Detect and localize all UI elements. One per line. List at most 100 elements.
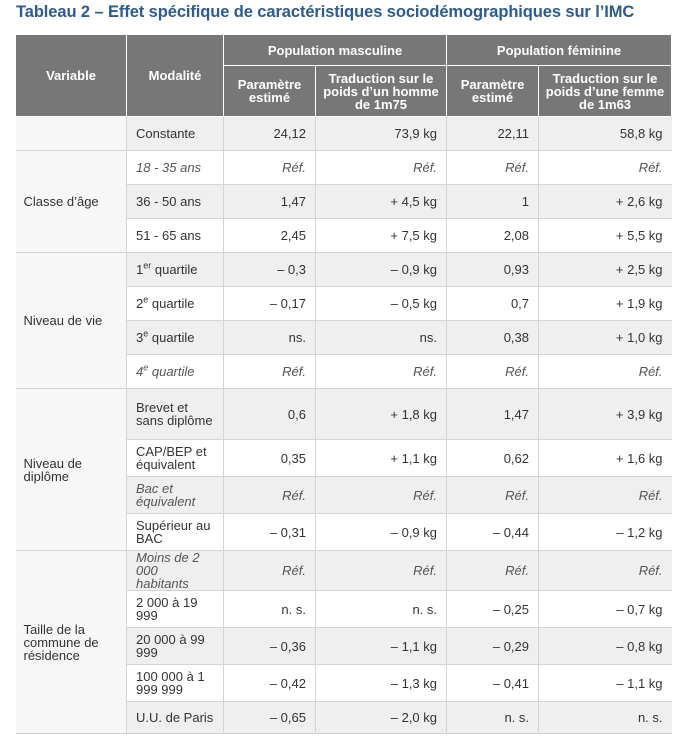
modalite-cell: 4e quartile: [126, 354, 224, 389]
value-cell-m1: 1,47: [223, 184, 316, 219]
modalite-cell: 20 000 à 99 999: [126, 627, 224, 665]
table-row: 20 000 à 99 999– 0,36– 1,1 kg – 0,29– 0,8…: [16, 627, 672, 665]
table-row: 2e quartile – 0,17– 0,5 kg 0,7 + 1,9 kg: [16, 286, 672, 321]
value-cell-m2: + 1,1 kg: [315, 439, 448, 477]
value-cell-m1: Réf.: [223, 354, 316, 389]
value-cell-m1: – 0,17: [223, 286, 316, 321]
table-row: Classe d’âge 18 - 35 ans Réf. Réf. Réf. Réf.: [15, 150, 672, 253]
value-cell-f1: Réf.: [446, 550, 540, 591]
modalite-cell: Bac et équivalent: [126, 476, 224, 514]
value-cell-m2: Réf.: [315, 550, 448, 591]
value-cell-m2: – 0,5 kg: [315, 286, 448, 321]
value-cell-m2: + 7,5 kg: [315, 218, 448, 253]
header-modalite: Modalité: [126, 34, 224, 117]
value-cell-m2: + 1,8 kg: [315, 388, 448, 440]
value-cell-f2: – 1,1 kg: [538, 664, 672, 702]
modalite-cell: 100 000 à 1 999 999: [126, 664, 224, 702]
value-cell-f1: – 0,25: [446, 590, 540, 628]
value-cell-f2: + 3,9 kg: [538, 388, 672, 440]
value-cell-f1: – 0,44: [446, 513, 540, 551]
table-row: Niveau de vie 1er quartile – 0,3– 0,9 kg 0,…: [15, 252, 672, 389]
value-cell-f1: 0,93: [446, 252, 540, 287]
table-row: 3e quartile ns. ns. 0,38 + 1,0 kg: [16, 320, 672, 355]
modalite-cell: CAP/BEP et équivalent: [126, 439, 224, 477]
value-cell-f2: – 0,7 kg: [538, 590, 672, 628]
value-cell-m2: ns.: [315, 320, 448, 355]
value-cell-m1: – 0,3: [223, 252, 316, 287]
imc-effects-table: Variable Modalité Population masculine P…: [15, 34, 673, 734]
modalite-cell: U.U. de Paris: [126, 701, 224, 734]
table-header: Variable Modalité Population masculine P…: [15, 34, 673, 117]
value-cell-m1: ns.: [223, 320, 316, 355]
value-cell-f1: Réf.: [446, 476, 540, 514]
value-cell-f2: – 1,2 kg: [538, 513, 672, 551]
table-row: CAP/BEP et équivalent 0,35 + 1,1 kg 0,62 + 1…: [16, 439, 672, 477]
table-body: Constante 24,12 73,9 kg 22,11 58,8 kg Classe …: [15, 116, 672, 734]
modalite-cell: 2e quartile: [126, 286, 224, 321]
modalite-cell: 51 - 65 ans: [126, 218, 224, 253]
variable-group: Taille de la commune de résidence: [15, 550, 127, 734]
page-title: Tableau 2 – Effet spécifique de caractér…: [16, 3, 635, 21]
value-cell-m2: + 4,5 kg: [315, 184, 448, 219]
value-cell-f2: Réf.: [538, 150, 672, 185]
value-cell-f1: Réf.: [446, 354, 540, 389]
variable-group: Niveau de diplôme: [15, 388, 127, 551]
value-cell-f2: + 1,0 kg: [538, 320, 672, 355]
value-cell-m2: – 2,0 kg: [315, 701, 448, 734]
table-row: Niveau de diplôme Brevet et sans diplôme 0…: [15, 388, 672, 551]
value-cell-f1: 0,7: [446, 286, 540, 321]
modalite-cell: 18 - 35 ans: [126, 150, 224, 185]
variable-group: Classe d’âge: [15, 150, 127, 253]
value-cell-f2: + 1,6 kg: [538, 439, 672, 477]
value-cell-f2: Réf.: [538, 550, 672, 591]
table-row: U.U. de Paris – 0,65– 2,0 kg n. s. n. s.: [16, 701, 672, 734]
value-cell-f1: – 0,29: [446, 627, 540, 665]
value-cell-m1: – 0,42: [223, 664, 316, 702]
value-cell-f2: n. s.: [538, 701, 672, 734]
value-cell-f2: 58,8 kg: [538, 116, 672, 151]
table-row: Supérieur au BAC – 0,31– 0,9 kg – 0,44– 1,…: [16, 513, 672, 551]
value-cell-m2: Réf.: [315, 150, 448, 185]
modalite-cell: Constante: [126, 116, 224, 151]
table-row: Taille de la commune de résidence Moins d…: [15, 550, 672, 734]
modalite-cell: Brevet et sans diplôme: [126, 388, 224, 440]
table-row: 36 - 50 ans 1,47 + 4,5 kg 1 + 2,6 kg: [16, 184, 672, 219]
value-cell-f2: + 5,5 kg: [538, 218, 672, 253]
value-cell-f1: – 0,41: [446, 664, 540, 702]
header-parametre-feminin: Paramètre estimé: [446, 65, 540, 117]
value-cell-m1: 2,45: [223, 218, 316, 253]
header-traduction-femme: Traduction sur le poids d’une femme de 1…: [538, 65, 673, 117]
table-row: Constante 24,12 73,9 kg 22,11 58,8 kg: [15, 116, 672, 151]
value-cell-m1: Réf.: [223, 476, 316, 514]
value-cell-m2: n. s.: [315, 590, 448, 628]
modalite-cell: 2 000 à 19 999: [126, 590, 224, 628]
value-cell-f1: 2,08: [446, 218, 540, 253]
variable-group: [15, 116, 127, 151]
value-cell-f2: + 2,6 kg: [538, 184, 672, 219]
value-cell-m2: – 1,3 kg: [315, 664, 448, 702]
header-population-masculine: Population masculine: [222, 34, 448, 66]
value-cell-m2: – 0,9 kg: [315, 252, 448, 287]
value-cell-f2: Réf.: [538, 354, 672, 389]
modalite-cell: Moins de 2 000 habitants: [126, 550, 224, 591]
table-row: 4e quartile Réf. Réf. Réf. Réf.: [16, 354, 672, 389]
header-population-feminine: Population féminine: [446, 34, 673, 66]
value-cell-f2: + 2,5 kg: [538, 252, 672, 287]
header-parametre-masculin: Paramètre estimé: [223, 65, 316, 117]
table-row: 2 000 à 19 999 n. s. n. s. – 0,25– 0,7 kg: [16, 590, 672, 628]
value-cell-m1: 0,35: [223, 439, 316, 477]
value-cell-f1: n. s.: [446, 701, 540, 734]
value-cell-m2: Réf.: [315, 476, 448, 514]
value-cell-f1: 1: [446, 184, 540, 219]
variable-group: Niveau de vie: [15, 252, 127, 389]
value-cell-m1: Réf.: [223, 550, 316, 591]
header-traduction-homme: Traduction sur le poids d’un homme de 1m…: [314, 65, 448, 117]
modalite-cell: Supérieur au BAC: [126, 513, 224, 551]
modalite-cell: 1er quartile: [126, 252, 224, 287]
value-cell-m1: – 0,36: [223, 627, 316, 665]
value-cell-m1: – 0,31: [223, 513, 316, 551]
value-cell-m1: 0,6: [223, 388, 316, 440]
modalite-cell: 36 - 50 ans: [126, 184, 224, 219]
value-cell-m2: 73,9 kg: [315, 116, 448, 151]
table-row: Bac et équivalent Réf. Réf. Réf. Réf.: [16, 476, 672, 514]
